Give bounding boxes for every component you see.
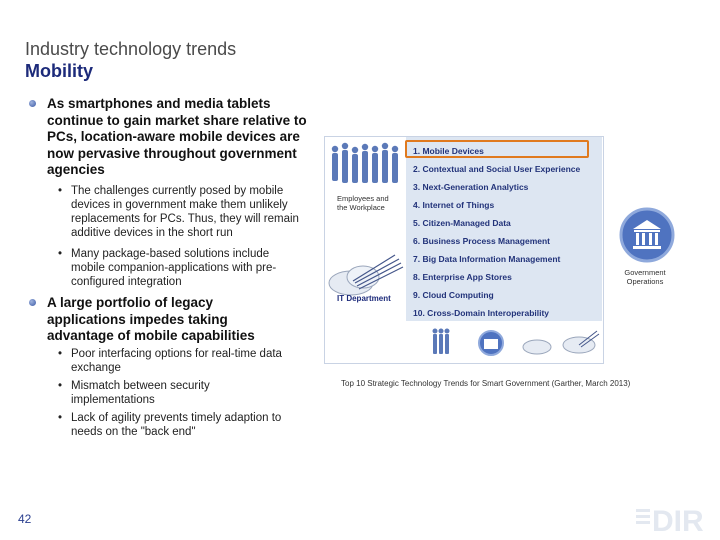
government-building-icon (619, 207, 675, 263)
sub-bullet-text: Many package-based solutions include mob… (71, 248, 277, 288)
sub-bullet-text: Lack of agility prevents timely adaption… (71, 412, 282, 438)
trends-list-panel (406, 137, 602, 321)
trend-item: 2. Contextual and Social User Experience (413, 164, 581, 174)
figure-caption: Top 10 Strategic Technology Trends for S… (341, 379, 631, 388)
trend-item: 9. Cloud Computing (413, 290, 494, 300)
logo-text: DIR (652, 505, 704, 537)
sub-bullet-text: The challenges currently posed by mobile… (71, 185, 299, 239)
bullet-2: A large portfolio of legacy applications… (29, 295, 279, 345)
bullet-1-text: As smartphones and media tablets continu… (47, 96, 307, 177)
trend-item: 1. Mobile Devices (413, 146, 484, 156)
slide-title: Industry technology trends (25, 39, 237, 59)
gov-label-line1: Government (624, 268, 666, 277)
highlight-box (405, 140, 589, 158)
dir-logo-icon: DIR (636, 505, 704, 537)
bullet-dot-icon (29, 100, 36, 107)
sub-bullet-marker: • (58, 248, 63, 260)
sub-bullet-2-1: • Poor interfacing options for real-time… (58, 347, 299, 375)
sub-bullet-marker: • (58, 185, 63, 197)
trends-figure: Employees and the Workplace IT Departmen… (324, 136, 675, 364)
government-operations-label: Government Operations (617, 268, 673, 286)
sub-bullet-1-1: • The challenges currently posed by mobi… (58, 184, 299, 240)
it-department-label: IT Department (337, 294, 391, 303)
trend-item: 8. Enterprise App Stores (413, 272, 512, 282)
slide-subtitle: Mobility (25, 61, 93, 81)
trend-item: 6. Business Process Management (413, 236, 551, 246)
trend-item: 7. Big Data Information Management (413, 254, 561, 264)
sub-bullet-marker: • (58, 380, 63, 392)
sub-bullet-2-3: • Lack of agility prevents timely adapti… (58, 411, 299, 439)
trend-item: 5. Citizen-Managed Data (413, 218, 511, 228)
sub-bullet-1-2: • Many package-based solutions include m… (58, 247, 299, 289)
sub-bullet-marker: • (58, 412, 63, 424)
trend-item: 3. Next-Generation Analytics (413, 182, 529, 192)
employees-people-icon (331, 142, 399, 183)
gov-label-line2: Operations (626, 277, 664, 286)
cloud-network-icon (328, 254, 404, 296)
bullet-1: As smartphones and media tablets continu… (29, 96, 307, 179)
page-number: 42 (18, 512, 32, 526)
sub-bullet-text: Poor interfacing options for real-time d… (71, 348, 282, 374)
sub-bullet-2-2: • Mismatch between security implementati… (58, 379, 251, 407)
sub-bullet-text: Mismatch between security implementation… (71, 380, 210, 406)
trend-item: 10. Cross-Domain Interoperability (413, 308, 550, 318)
employees-label-line2: the Workplace (337, 203, 385, 212)
sub-bullet-marker: • (58, 348, 63, 360)
employees-label-line1: Employees and (337, 194, 389, 203)
employees-label: Employees and the Workplace (337, 194, 389, 212)
bullet-dot-icon (29, 299, 36, 306)
bottom-icons-strip (432, 328, 600, 356)
trend-item: 4. Internet of Things (413, 200, 495, 210)
bullet-2-text: A large portfolio of legacy applications… (47, 295, 255, 343)
employees-panel: Employees and the Workplace IT Departmen… (325, 137, 405, 363)
